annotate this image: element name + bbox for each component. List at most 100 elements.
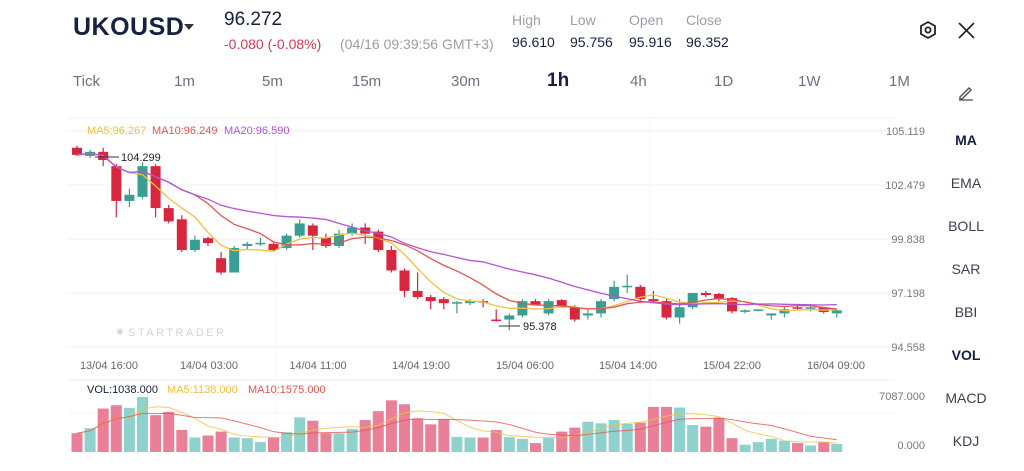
candle-body bbox=[412, 290, 423, 298]
vol-tick-label: 7087.000 bbox=[879, 391, 925, 403]
tab-timeframe-1m[interactable]: 1m bbox=[174, 73, 195, 90]
stat-low: Low 95.756 bbox=[570, 12, 613, 50]
volume-bar bbox=[268, 437, 279, 452]
indicator-bbi[interactable]: BBI bbox=[954, 304, 978, 320]
candle-body bbox=[569, 307, 580, 320]
volume-bar bbox=[137, 397, 148, 452]
volume-bar bbox=[438, 419, 450, 452]
stat-value: 95.916 bbox=[629, 34, 672, 50]
ma10-line bbox=[76, 152, 837, 310]
candle-body bbox=[334, 233, 344, 246]
vol-ma10-line bbox=[76, 412, 837, 441]
vol-ma5-line bbox=[76, 406, 837, 444]
ma20-legend: MA20:96.590 bbox=[224, 125, 289, 137]
stat-label: Low bbox=[570, 12, 596, 28]
volume-bar bbox=[241, 438, 253, 452]
volume-bar bbox=[359, 420, 371, 452]
indicator-vol[interactable]: VOL bbox=[951, 347, 981, 363]
vol-legend: VOL:1038.000 bbox=[87, 384, 158, 396]
candle-body bbox=[700, 292, 711, 296]
volume-bar bbox=[464, 437, 476, 452]
candle-body bbox=[674, 307, 685, 318]
volume-bar bbox=[176, 429, 188, 452]
volume-bar bbox=[595, 423, 607, 452]
time-tick-label: 15/04 22:00 bbox=[703, 360, 761, 372]
volume-bar bbox=[765, 438, 777, 452]
candle-body bbox=[268, 243, 279, 251]
candle-body bbox=[530, 301, 541, 306]
indicator-boll[interactable]: BOLL bbox=[948, 218, 984, 234]
candle-body bbox=[622, 285, 633, 288]
volume-bar bbox=[412, 418, 424, 452]
volume-bar bbox=[425, 424, 437, 452]
candle-body bbox=[111, 166, 122, 201]
ma5-legend: MA5:96.267 bbox=[87, 125, 146, 137]
tab-timeframe-30m[interactable]: 30m bbox=[451, 73, 481, 90]
volume-bar bbox=[516, 438, 528, 452]
candle-body bbox=[543, 301, 554, 314]
volume-bar bbox=[385, 400, 397, 452]
candle-body bbox=[465, 301, 475, 304]
tab-timeframe-15m[interactable]: 15m bbox=[352, 73, 382, 90]
tab-timeframe-1d[interactable]: 1D bbox=[714, 73, 734, 90]
dropdown-caret-icon[interactable] bbox=[184, 24, 194, 30]
volume-bar bbox=[647, 406, 659, 452]
stat-open: Open 95.916 bbox=[629, 12, 672, 50]
candle-body bbox=[203, 238, 213, 244]
volume-bar bbox=[202, 435, 214, 452]
indicator-ema[interactable]: EMA bbox=[950, 175, 982, 191]
volume-bar bbox=[569, 427, 581, 452]
volume-bar bbox=[713, 417, 725, 452]
candle-body bbox=[766, 313, 777, 316]
volume-bar bbox=[739, 444, 751, 452]
candle-body bbox=[137, 166, 148, 197]
draw-pencil-icon[interactable] bbox=[957, 84, 975, 102]
indicator-ma[interactable]: MA bbox=[955, 132, 977, 148]
candle-body bbox=[307, 225, 318, 236]
candle-body bbox=[451, 302, 462, 304]
stat-label: High bbox=[512, 12, 541, 28]
volume-bar bbox=[477, 437, 489, 452]
time-tick-label: 15/04 14:00 bbox=[599, 360, 657, 372]
candle-body bbox=[805, 307, 816, 309]
candle-body bbox=[713, 293, 724, 300]
tab-timeframe-5m[interactable]: 5m bbox=[262, 73, 283, 90]
candle-body bbox=[124, 194, 135, 201]
candle-body bbox=[609, 286, 620, 300]
symbol-selector[interactable]: UKOUSD bbox=[73, 13, 185, 41]
candle-body bbox=[831, 310, 842, 314]
volume-bar bbox=[582, 421, 594, 452]
tab-timeframe-1h[interactable]: 1h bbox=[547, 70, 570, 91]
candle-body bbox=[635, 286, 646, 300]
candle-body bbox=[320, 237, 331, 246]
candle-body bbox=[229, 247, 240, 273]
time-tick-label: 16/04 09:00 bbox=[807, 360, 865, 372]
volume-bar bbox=[556, 431, 568, 452]
candle-body bbox=[189, 239, 200, 251]
candle-body bbox=[347, 227, 358, 234]
volume-bar bbox=[634, 422, 646, 452]
indicator-kdj[interactable]: KDJ bbox=[952, 433, 980, 449]
candle-body bbox=[661, 301, 672, 318]
close-icon[interactable] bbox=[958, 22, 975, 39]
candle-body bbox=[216, 258, 227, 273]
price-tick-label: 94.558 bbox=[891, 342, 925, 354]
indicator-macd[interactable]: MACD bbox=[945, 390, 987, 406]
tab-timeframe-1m[interactable]: 1M bbox=[889, 73, 910, 90]
indicator-sar[interactable]: SAR bbox=[951, 261, 981, 277]
tab-timeframe-tick[interactable]: Tick bbox=[73, 73, 100, 90]
volume-bar bbox=[831, 443, 843, 452]
stat-value: 96.352 bbox=[686, 34, 729, 50]
candle-body bbox=[491, 319, 502, 322]
price-tick-label: 102.479 bbox=[885, 180, 925, 192]
volume-bar bbox=[189, 437, 201, 452]
volume-bar bbox=[254, 442, 266, 452]
tab-timeframe-4h[interactable]: 4h bbox=[630, 73, 647, 90]
candle-body bbox=[740, 310, 751, 312]
tab-timeframe-1w[interactable]: 1W bbox=[798, 73, 821, 90]
volume-bar bbox=[451, 436, 463, 452]
settings-icon[interactable] bbox=[918, 20, 938, 40]
volume-bar bbox=[490, 429, 502, 452]
volume-bar bbox=[84, 428, 96, 452]
